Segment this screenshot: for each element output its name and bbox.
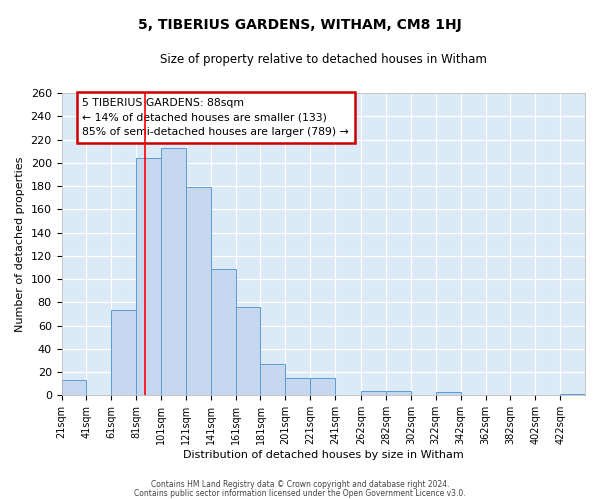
- Bar: [136, 158, 161, 396]
- Bar: [436, 392, 461, 396]
- Bar: [236, 307, 260, 396]
- Text: Contains public sector information licensed under the Open Government Licence v3: Contains public sector information licen…: [134, 489, 466, 498]
- Bar: [211, 268, 236, 396]
- Bar: [260, 364, 286, 396]
- Bar: [361, 390, 386, 396]
- Bar: [286, 378, 310, 396]
- Bar: [161, 148, 186, 396]
- Text: Contains HM Land Registry data © Crown copyright and database right 2024.: Contains HM Land Registry data © Crown c…: [151, 480, 449, 489]
- X-axis label: Distribution of detached houses by size in Witham: Distribution of detached houses by size …: [183, 450, 464, 460]
- Text: 5 TIBERIUS GARDENS: 88sqm
← 14% of detached houses are smaller (133)
85% of semi: 5 TIBERIUS GARDENS: 88sqm ← 14% of detac…: [82, 98, 349, 137]
- Title: Size of property relative to detached houses in Witham: Size of property relative to detached ho…: [160, 52, 487, 66]
- Y-axis label: Number of detached properties: Number of detached properties: [15, 156, 25, 332]
- Text: 5, TIBERIUS GARDENS, WITHAM, CM8 1HJ: 5, TIBERIUS GARDENS, WITHAM, CM8 1HJ: [138, 18, 462, 32]
- Bar: [386, 390, 411, 396]
- Bar: [186, 187, 211, 396]
- Bar: [560, 394, 585, 396]
- Bar: [111, 310, 136, 396]
- Bar: [62, 380, 86, 396]
- Bar: [310, 378, 335, 396]
